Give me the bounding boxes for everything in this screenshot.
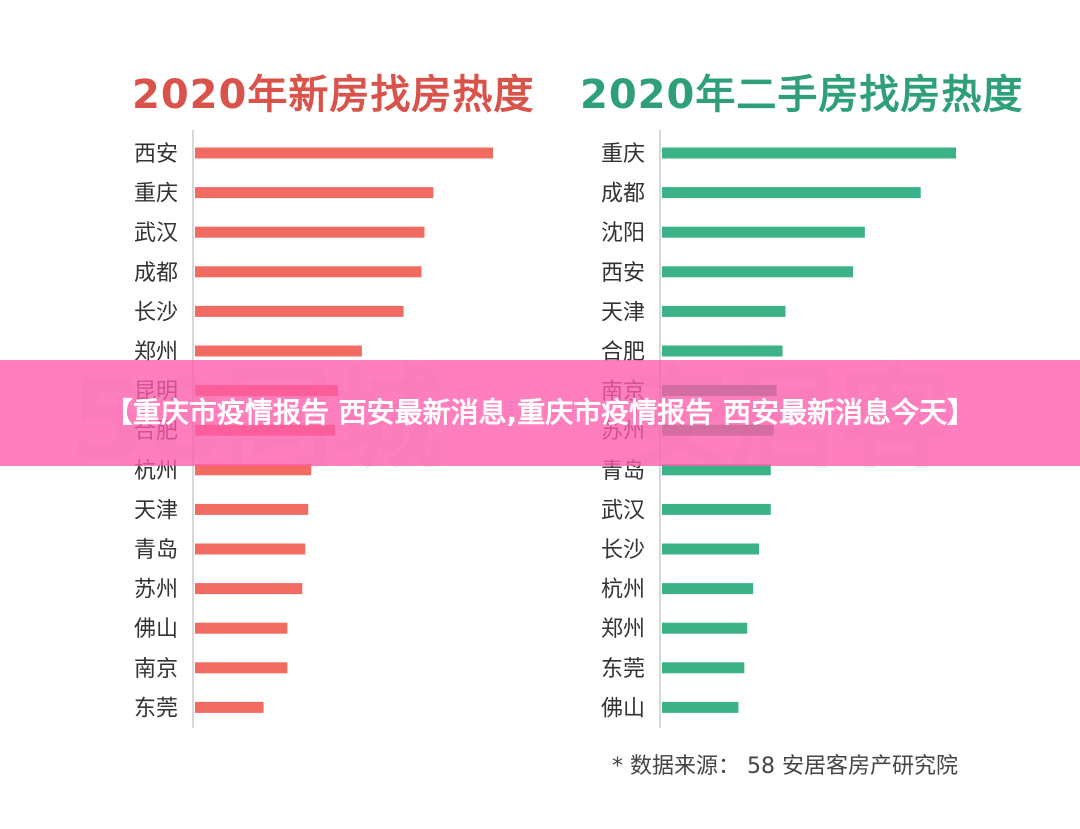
new-bar <box>195 147 493 159</box>
new-bar <box>195 701 264 713</box>
new-bar <box>195 345 362 357</box>
second-category-label: 佛山 <box>601 696 645 721</box>
second-category-label: 西安 <box>601 261 645 286</box>
new-category-label: 南京 <box>134 657 178 682</box>
new-category-label: 长沙 <box>134 300 178 325</box>
new-category-label: 东莞 <box>134 696 178 721</box>
new-bar <box>195 305 404 317</box>
second-hand-chart-title: 2020年二手房找房热度 <box>580 72 1024 118</box>
second-category-label: 杭州 <box>601 578 645 603</box>
new-bar <box>195 583 303 595</box>
headline-text: 【重庆市疫情报告 西安最新消息,重庆市疫情报告 西安最新消息今天】 <box>104 396 976 429</box>
second-category-label: 成都 <box>601 182 645 207</box>
new-bar <box>195 622 288 634</box>
new-category-label: 西安 <box>134 142 178 167</box>
second-bar <box>662 503 771 515</box>
new-bar <box>195 187 434 199</box>
second-category-label: 天津 <box>601 300 645 325</box>
second-bar <box>662 543 760 555</box>
second-bar <box>662 345 783 357</box>
headline-banner: 【重庆市疫情报告 西安最新消息,重庆市疫情报告 西安最新消息今天】 <box>0 360 1080 466</box>
second-bar <box>662 662 745 674</box>
second-category-label: 长沙 <box>601 538 645 563</box>
second-bar <box>662 622 748 634</box>
new-house-chart-title: 2020年新房找房热度 <box>132 72 535 118</box>
second-category-label: 沈阳 <box>601 221 645 246</box>
new-category-label: 重庆 <box>134 182 178 207</box>
second-category-label: 东莞 <box>601 657 645 682</box>
data-source-note: * 数据来源： 58 安居客房产研究院 <box>612 754 958 779</box>
second-category-label: 重庆 <box>601 142 645 167</box>
second-bar <box>662 583 754 595</box>
new-bar <box>195 543 306 555</box>
new-bar <box>195 662 288 674</box>
second-bar <box>662 147 956 159</box>
new-category-label: 佛山 <box>134 617 178 642</box>
new-category-label: 苏州 <box>134 578 178 603</box>
new-category-label: 青岛 <box>134 538 178 563</box>
second-bar <box>662 226 865 238</box>
second-category-label: 武汉 <box>601 498 645 523</box>
new-bar <box>195 266 422 278</box>
second-category-label: 郑州 <box>601 617 645 642</box>
new-category-label: 天津 <box>134 498 178 523</box>
second-bar <box>662 266 854 278</box>
new-category-label: 武汉 <box>134 221 178 246</box>
new-bar <box>195 226 425 238</box>
new-category-label: 成都 <box>134 261 178 286</box>
second-bar <box>662 305 786 317</box>
second-bar <box>662 464 771 476</box>
second-bar <box>662 701 739 713</box>
new-bar <box>195 503 309 515</box>
new-bar <box>195 464 312 476</box>
second-bar <box>662 187 921 199</box>
